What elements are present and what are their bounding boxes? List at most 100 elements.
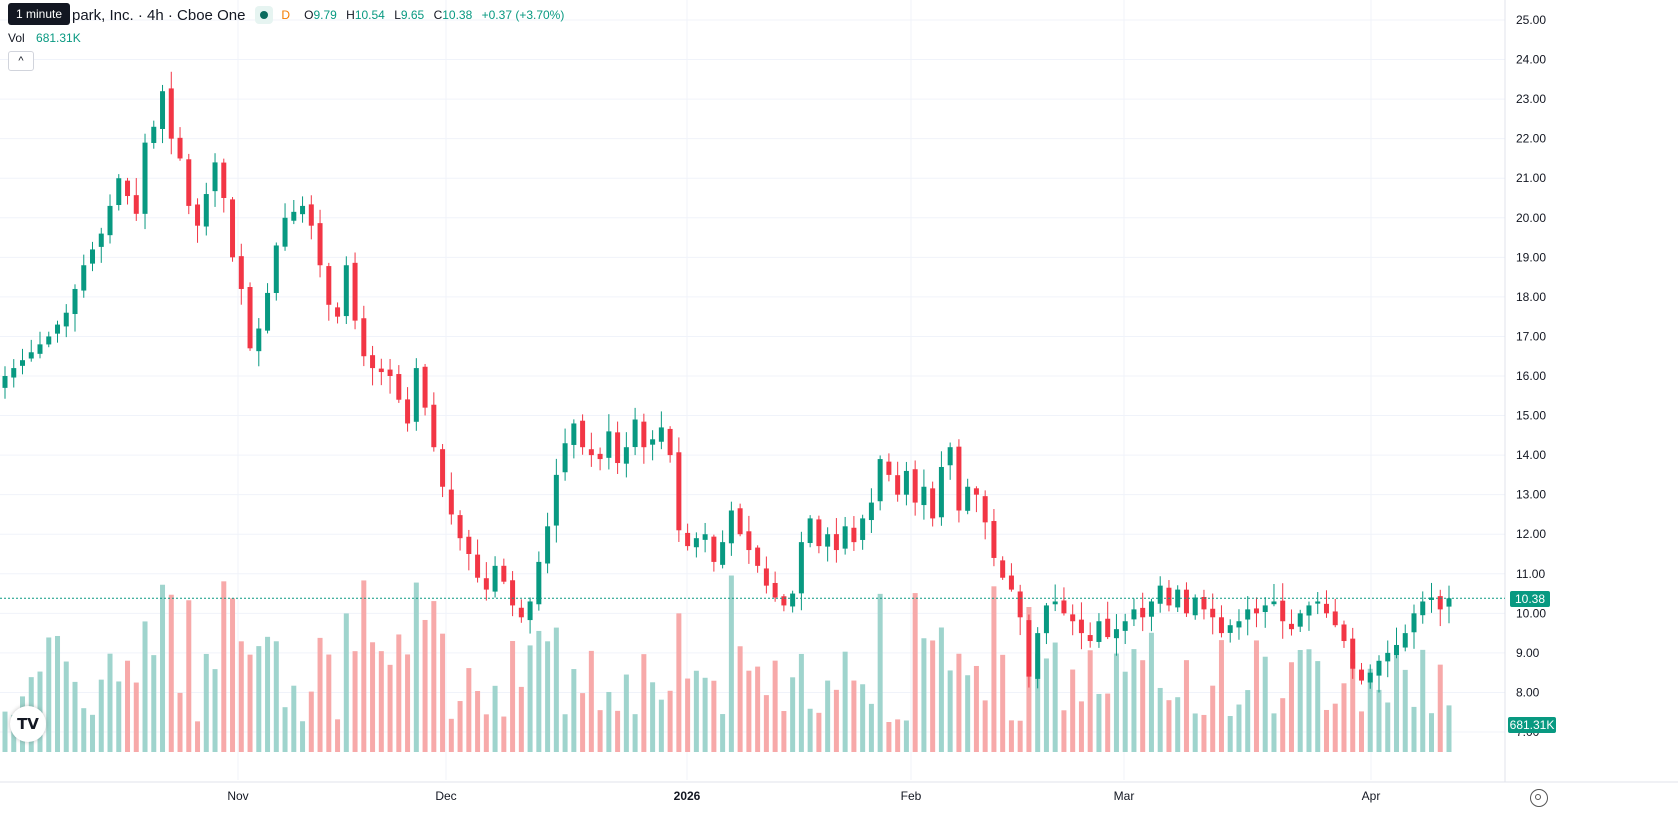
candle-body bbox=[422, 366, 428, 408]
candle-body bbox=[702, 534, 708, 540]
status-dot-icon bbox=[260, 11, 269, 19]
candle-body bbox=[1087, 635, 1093, 642]
volume-bar bbox=[1332, 703, 1338, 752]
volume-bar bbox=[921, 638, 927, 752]
volume-bar bbox=[903, 720, 909, 752]
volume-bar bbox=[536, 630, 542, 752]
volume-bar bbox=[1306, 649, 1312, 752]
symbol-title[interactable]: park, Inc. · 4h · Cboe One bbox=[72, 6, 246, 24]
candle-body bbox=[816, 519, 822, 547]
candle-body bbox=[1288, 623, 1294, 630]
volume-bar bbox=[343, 613, 349, 752]
y-tick-label: 23.00 bbox=[1516, 92, 1546, 106]
volume-bar bbox=[982, 700, 988, 752]
candle-body bbox=[982, 496, 988, 523]
candle-body bbox=[1122, 621, 1128, 631]
candle-body bbox=[518, 607, 524, 618]
volume-bar bbox=[1428, 713, 1434, 752]
volume-label[interactable]: Vol bbox=[8, 31, 25, 45]
candle-body bbox=[1008, 575, 1014, 590]
candle-body bbox=[938, 466, 944, 518]
candle-body bbox=[195, 204, 201, 226]
volume-bar bbox=[457, 701, 463, 752]
candle-body bbox=[256, 328, 262, 352]
candle-body bbox=[1420, 601, 1426, 616]
volume-bar bbox=[1157, 687, 1163, 752]
volume-bar bbox=[1446, 705, 1452, 752]
volume-bar bbox=[973, 665, 979, 752]
volume-bar bbox=[1201, 714, 1207, 752]
candle-body bbox=[807, 518, 813, 544]
candle-body bbox=[658, 427, 664, 442]
candle-body bbox=[20, 360, 26, 366]
volume-bar bbox=[693, 670, 699, 752]
volume-bar bbox=[1000, 654, 1006, 752]
volume-bar bbox=[650, 682, 656, 752]
tradingview-logo[interactable]: TV bbox=[10, 706, 46, 742]
candle-body bbox=[1323, 603, 1329, 614]
candle-body bbox=[623, 447, 629, 464]
volume-bar bbox=[142, 621, 148, 752]
candle-body bbox=[921, 486, 927, 506]
candle-body bbox=[1341, 624, 1347, 642]
candle-body bbox=[1437, 596, 1443, 610]
settings-gear-icon[interactable] bbox=[1530, 789, 1548, 807]
data-flag[interactable]: D bbox=[281, 8, 291, 22]
candle-body bbox=[81, 265, 87, 291]
candle-body bbox=[230, 199, 236, 258]
volume-bar bbox=[580, 693, 586, 752]
volume-bar bbox=[1096, 693, 1102, 752]
volume-bar bbox=[212, 669, 218, 752]
candle-body bbox=[886, 461, 892, 475]
volume-bar bbox=[308, 691, 314, 752]
candle-body bbox=[562, 443, 568, 473]
volume-bar bbox=[947, 670, 953, 752]
volume-bar bbox=[965, 675, 971, 752]
y-tick-label: 16.00 bbox=[1516, 369, 1546, 383]
candle-body bbox=[475, 554, 481, 578]
candle-body bbox=[28, 352, 34, 359]
volume-bar bbox=[238, 641, 244, 752]
market-status[interactable] bbox=[255, 6, 274, 24]
candle-body bbox=[2, 376, 8, 388]
volume-bar bbox=[413, 582, 419, 752]
volume-bar bbox=[1437, 664, 1443, 752]
candle-body bbox=[1148, 601, 1154, 617]
volume-bar bbox=[168, 594, 174, 752]
collapse-legend-button[interactable]: ^ bbox=[8, 51, 34, 71]
candle-body bbox=[177, 137, 183, 159]
candle-body bbox=[536, 561, 542, 605]
volume-bar bbox=[46, 637, 52, 752]
volume-bar bbox=[790, 677, 796, 752]
volume-bar bbox=[720, 714, 726, 752]
candle-body bbox=[1210, 608, 1216, 618]
candle-body bbox=[1166, 587, 1172, 606]
volume-bar bbox=[1140, 660, 1146, 752]
candle-body bbox=[352, 262, 358, 321]
candle-body bbox=[1350, 638, 1356, 669]
volume-bar bbox=[842, 651, 848, 752]
volume-bar bbox=[1175, 697, 1181, 752]
volume-bar bbox=[1218, 640, 1224, 752]
candle-body bbox=[125, 180, 131, 197]
volume-bar bbox=[685, 678, 691, 752]
volume-bar bbox=[1350, 653, 1356, 752]
close-label: C bbox=[433, 8, 443, 22]
volume-bar bbox=[116, 681, 122, 752]
volume-bar bbox=[2, 711, 8, 752]
candle-body bbox=[1201, 596, 1207, 610]
y-tick-label: 20.00 bbox=[1516, 211, 1546, 225]
volume-bar bbox=[991, 586, 997, 752]
volume-bar bbox=[1078, 701, 1084, 752]
candle-body bbox=[790, 593, 796, 607]
volume-bar bbox=[501, 716, 507, 752]
volume-bar bbox=[938, 627, 944, 752]
volume-bar bbox=[711, 680, 717, 752]
candle-body bbox=[142, 142, 148, 214]
volume-bar bbox=[265, 636, 271, 752]
candle-body bbox=[772, 582, 778, 598]
volume-bar bbox=[1402, 669, 1408, 752]
volume-tag: 681.31K bbox=[1508, 717, 1556, 733]
